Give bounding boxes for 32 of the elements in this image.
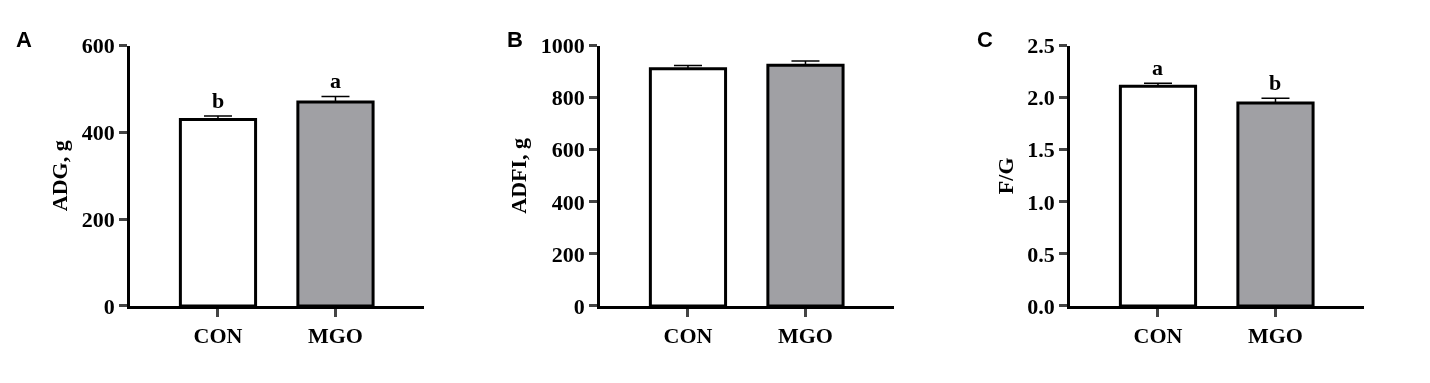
y-tick-label: 1.5 (1027, 137, 1055, 163)
y-tick-label: 0.0 (1027, 293, 1055, 319)
x-tick-label: CON (193, 323, 243, 349)
y-tick-label: 600 (81, 33, 115, 59)
chart-title: C (977, 27, 993, 52)
y-tick-label: 0 (103, 293, 115, 319)
y-tick-label: 1.0 (1027, 189, 1055, 215)
y-tick-label: 2.5 (1027, 33, 1055, 59)
x-tick-label: CON (663, 323, 713, 349)
y-tick-label: 200 (551, 241, 585, 267)
y-tick-label: 400 (551, 189, 585, 215)
y-axis-title: ADFI, g (506, 137, 532, 214)
x-tick-label: CON (1133, 323, 1183, 349)
annotation: a (330, 68, 341, 93)
y-tick-label: 400 (81, 120, 115, 146)
x-tick-label: MGO (307, 323, 363, 349)
y-tick-label: 200 (81, 206, 115, 232)
chart-title: B (507, 27, 523, 52)
y-axis-title: F/G (993, 157, 1018, 195)
y-axis-title: ADG, g (47, 140, 73, 212)
x-tick-label: MGO (1247, 323, 1303, 349)
y-tick-label: 1000 (540, 33, 585, 59)
annotation: b (212, 88, 225, 113)
y-tick-label: 600 (551, 137, 585, 163)
y-tick-label: 0 (573, 293, 585, 319)
y-tick-label: 2.0 (1027, 85, 1055, 111)
x-tick-label: MGO (777, 323, 833, 349)
chart-title: A (16, 27, 32, 52)
y-tick-label: 0.5 (1027, 241, 1055, 267)
y-tick-label: 800 (551, 85, 585, 111)
annotation: b (1269, 70, 1282, 95)
annotation: a (1152, 55, 1163, 80)
